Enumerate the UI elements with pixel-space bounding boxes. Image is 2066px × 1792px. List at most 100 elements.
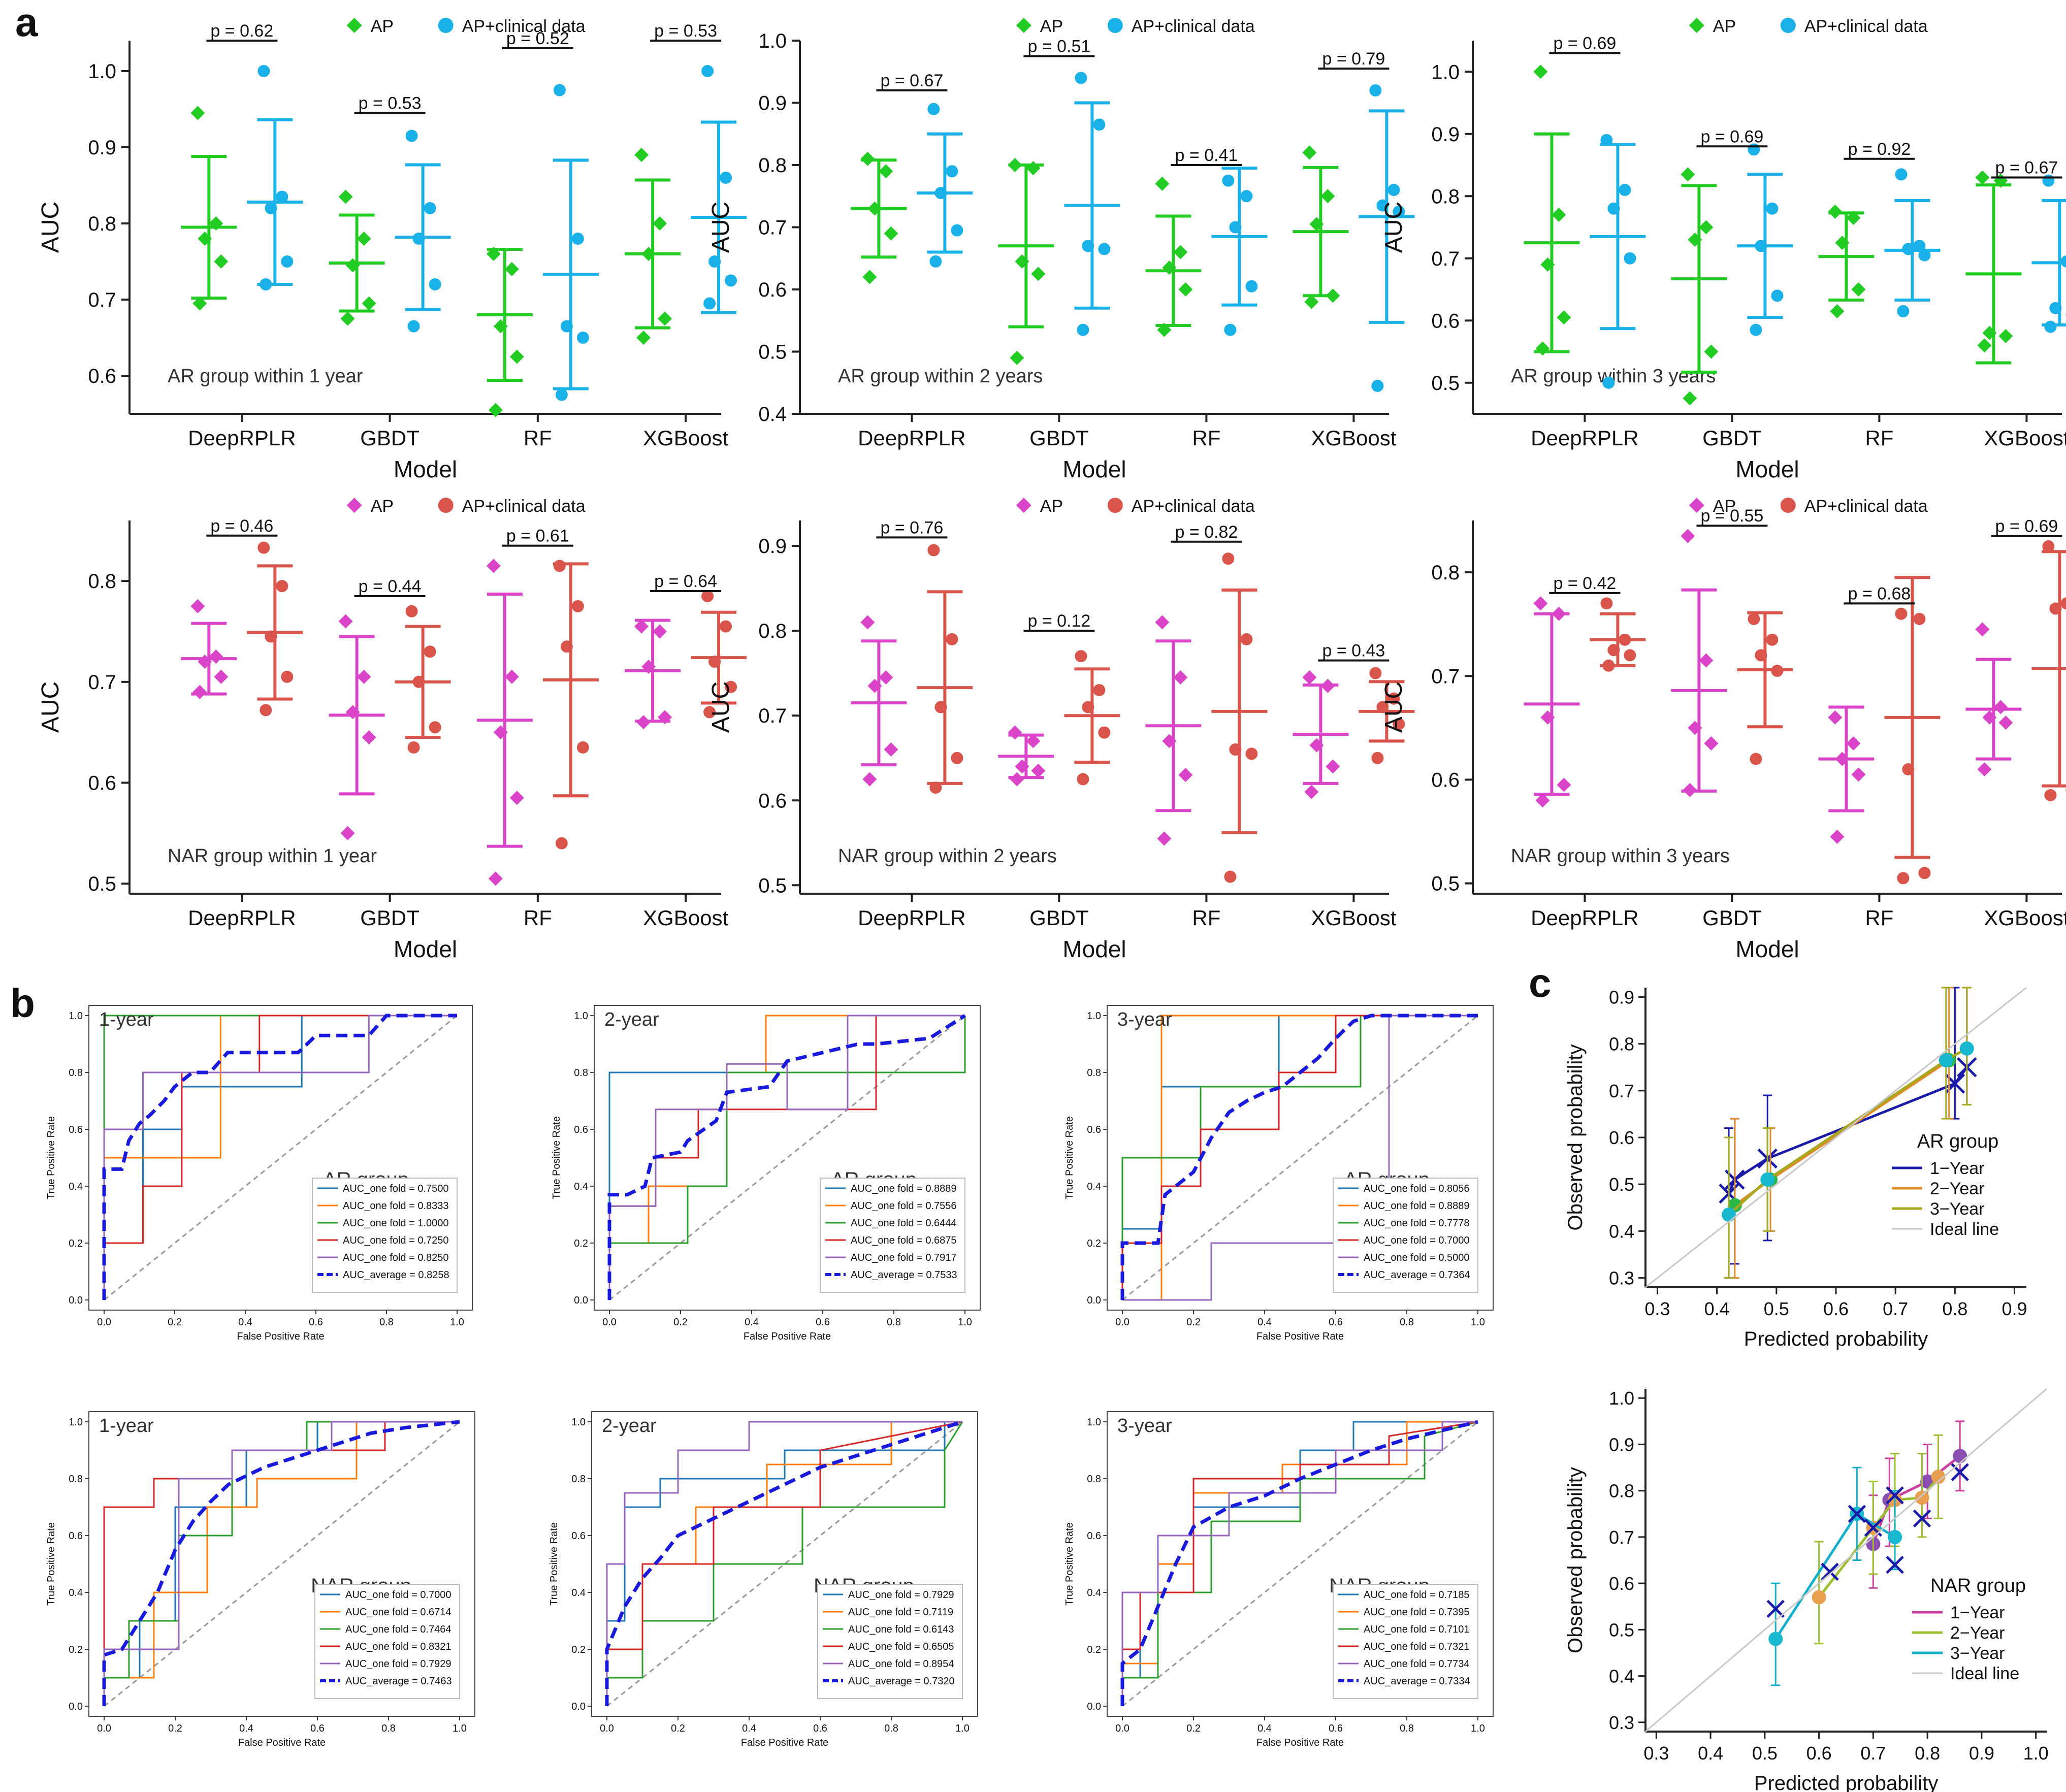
data-point [1982, 325, 1997, 340]
x-tick-label: RF [1865, 426, 1893, 450]
data-point [1902, 243, 1915, 255]
data-point [1771, 289, 1784, 302]
legend-label: AUC_average = 0.8258 [343, 1269, 449, 1281]
p-value-label: p = 0.53 [654, 21, 717, 41]
data-point [1835, 236, 1850, 250]
y-tick-label: 0.6 [758, 279, 787, 301]
y-tick-label: 0.9 [758, 535, 787, 558]
calibration-point [1760, 1172, 1775, 1187]
calibration-point [1915, 1490, 1929, 1505]
y-tick-label: 0.4 [69, 1587, 83, 1599]
data-point [1015, 254, 1029, 269]
roc-title: 1-year [99, 1009, 154, 1030]
p-value-label: p = 0.52 [506, 29, 569, 48]
data-point [281, 255, 294, 268]
data-point [405, 129, 418, 142]
average-roc-curve [1120, 1014, 1478, 1300]
data-point [1552, 208, 1566, 222]
data-point [1602, 376, 1615, 389]
data-point [1828, 204, 1843, 219]
x-tick-label: 0.8 [1400, 1317, 1414, 1328]
x-tick-label: 0.8 [1942, 1298, 1967, 1319]
data-point [2049, 302, 2062, 314]
y-tick-label: 0.6 [1431, 310, 1460, 332]
x-tick-label: GBDT [1029, 426, 1089, 450]
cross-marker [1913, 1509, 1931, 1528]
data-point [1173, 670, 1188, 685]
data-point [1830, 304, 1845, 318]
data-point [634, 619, 649, 634]
data-point [658, 311, 672, 326]
y-tick-label: 0.4 [1087, 1587, 1101, 1599]
data-point [1371, 752, 1384, 764]
data-point [560, 640, 573, 653]
data-point [1093, 118, 1106, 131]
x-tick-label: 0.4 [238, 1317, 252, 1328]
y-tick-label: 0.2 [571, 1644, 586, 1655]
data-point [1162, 734, 1177, 748]
y-tick-label: 0.6 [574, 1124, 588, 1135]
x-tick-label: 0.0 [97, 1317, 111, 1328]
data-point [1683, 783, 1697, 797]
y-tick-label: 0.9 [1609, 987, 1634, 1007]
data-point [260, 704, 272, 716]
data-point [1162, 260, 1177, 275]
data-point [1699, 653, 1714, 668]
data-point [198, 655, 212, 669]
data-point [509, 791, 524, 805]
legend-label-ap: AP [371, 17, 394, 36]
x-tick-label: 1.0 [1471, 1723, 1485, 1734]
data-point [701, 65, 714, 77]
data-point [1075, 72, 1087, 84]
legend-label-ap-clinical: AP+clinical data [462, 497, 586, 516]
data-point [1245, 747, 1258, 760]
data-point [703, 706, 716, 719]
legend-label-ap-clinical: AP+clinical data [1132, 17, 1255, 36]
legend-label: AUC_one fold = 0.5000 [1364, 1252, 1470, 1263]
fold-roc-curve [1121, 1015, 1478, 1300]
data-point [867, 678, 882, 693]
data-point [1699, 220, 1714, 235]
y-tick-label: 1.0 [69, 1011, 83, 1022]
data-point [1077, 323, 1089, 336]
group-annotation: NAR group within 3 years [1511, 845, 1730, 867]
fold-roc-curve [103, 1015, 457, 1300]
x-tick-label: 0.9 [1969, 1743, 1994, 1764]
y-tick-label: 0.7 [1431, 665, 1460, 688]
legend-marker-ap-clinical [1780, 18, 1796, 33]
data-point [2049, 602, 2062, 615]
data-point [357, 232, 371, 246]
x-tick-label: GBDT [1702, 426, 1762, 450]
data-point [1393, 205, 1405, 218]
data-point [1895, 168, 1908, 181]
data-point [209, 216, 223, 231]
y-tick-label: 0.8 [1431, 562, 1460, 584]
legend-label-ap: AP [1040, 497, 1063, 516]
y-tick-label: 0.9 [758, 92, 787, 115]
data-point [407, 320, 420, 333]
calibration-point [1939, 1053, 1953, 1067]
legend-marker-ap [1016, 498, 1031, 513]
x-axis-label: False Positive Rate [741, 1737, 828, 1748]
legend-label: AUC_one fold = 0.7000 [345, 1589, 451, 1601]
data-point [1619, 184, 1631, 196]
data-point [209, 649, 223, 664]
chance-line [104, 1421, 460, 1707]
y-tick-label: 0.8 [1431, 185, 1460, 208]
x-tick-label: 0.0 [97, 1723, 111, 1734]
p-value-label: p = 0.42 [1553, 574, 1616, 593]
legend-label: AUC_one fold = 0.6875 [851, 1235, 957, 1246]
x-axis-label: Predicted probability [1754, 1772, 1938, 1792]
x-tick-label: XGBoost [643, 906, 728, 930]
y-tick-label: 0.4 [69, 1181, 83, 1192]
data-point [860, 151, 875, 166]
legend-label-ap: AP [371, 497, 394, 516]
fold-roc-curve [103, 1421, 460, 1706]
plot-frame [88, 1005, 473, 1311]
x-tick-label: RF [1192, 426, 1220, 450]
data-point [1688, 721, 1702, 735]
legend-label: AUC_one fold = 0.8333 [343, 1200, 449, 1212]
plot-frame [1107, 1005, 1494, 1311]
y-tick-label: 1.0 [88, 60, 116, 83]
data-point [1320, 189, 1335, 204]
